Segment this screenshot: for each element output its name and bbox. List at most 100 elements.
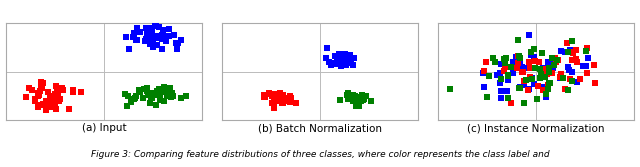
Point [164,27,174,30]
Point [148,38,158,41]
Point [145,27,155,30]
Point [355,98,365,101]
Point [530,60,540,62]
Point [511,56,521,59]
Point [47,106,57,108]
Point [355,96,365,99]
Point [269,107,279,110]
Point [499,58,509,61]
Point [502,89,512,92]
Point [330,55,340,58]
Point [532,98,542,101]
Point [141,38,151,40]
Point [349,95,360,97]
Point [501,56,511,59]
Point [556,76,566,78]
Point [496,97,506,100]
Point [336,55,346,58]
Point [35,90,45,93]
Text: Figure 3: Comparing feature distributions of three classes, where color represen: Figure 3: Comparing feature distribution… [91,150,549,159]
Point [269,97,279,99]
Point [343,98,353,100]
Point [76,90,86,93]
Point [347,95,357,98]
Point [327,63,337,65]
Point [355,97,365,100]
Point [335,98,345,101]
Point [495,82,506,85]
Point [502,79,513,81]
Point [145,97,156,99]
Point [33,91,43,94]
Point [547,67,557,70]
Point [52,90,62,92]
Point [351,104,362,107]
Point [347,95,357,98]
Point [142,38,152,41]
Point [350,97,360,99]
Point [495,72,506,74]
Point [490,60,500,63]
Point [161,89,172,91]
Point [21,96,31,99]
Point [274,94,284,97]
Point [333,63,343,66]
Point [520,79,531,81]
Point [152,37,162,40]
Point [172,48,182,50]
Point [579,64,589,67]
Point [532,84,543,87]
Point [138,97,148,100]
Point [348,63,358,66]
Point [275,91,285,94]
Point [338,58,348,61]
Point [58,88,68,91]
Point [517,70,527,73]
Point [271,95,281,98]
Point [545,82,555,84]
Point [45,96,55,98]
Point [340,57,350,60]
Point [525,67,535,69]
Point [42,104,52,107]
Point [337,59,347,61]
Point [519,102,529,104]
Point [159,100,169,102]
Point [63,107,74,110]
Point [147,92,157,95]
Point [547,71,557,74]
Point [536,72,546,75]
Point [150,24,161,27]
Point [153,94,163,96]
Point [547,57,557,59]
Point [506,101,516,104]
Point [129,32,139,35]
Point [500,61,510,64]
Point [479,69,489,72]
Point [348,99,358,102]
Point [513,54,523,57]
Point [147,92,157,95]
Point [354,104,364,107]
Point [519,84,529,87]
Point [129,97,140,100]
Point [348,94,358,96]
Point [536,71,546,74]
Point [343,59,353,61]
Point [479,85,490,88]
Point [553,59,563,61]
Point [572,60,582,63]
Point [342,57,352,59]
Point [502,73,513,76]
Point [68,91,78,93]
Point [264,92,274,95]
Point [129,32,140,34]
Point [48,96,58,99]
Point [54,100,64,103]
Point [349,99,360,102]
Point [525,76,536,78]
Point [521,67,531,70]
Point [24,87,35,90]
Point [324,60,335,63]
Point [496,78,506,80]
